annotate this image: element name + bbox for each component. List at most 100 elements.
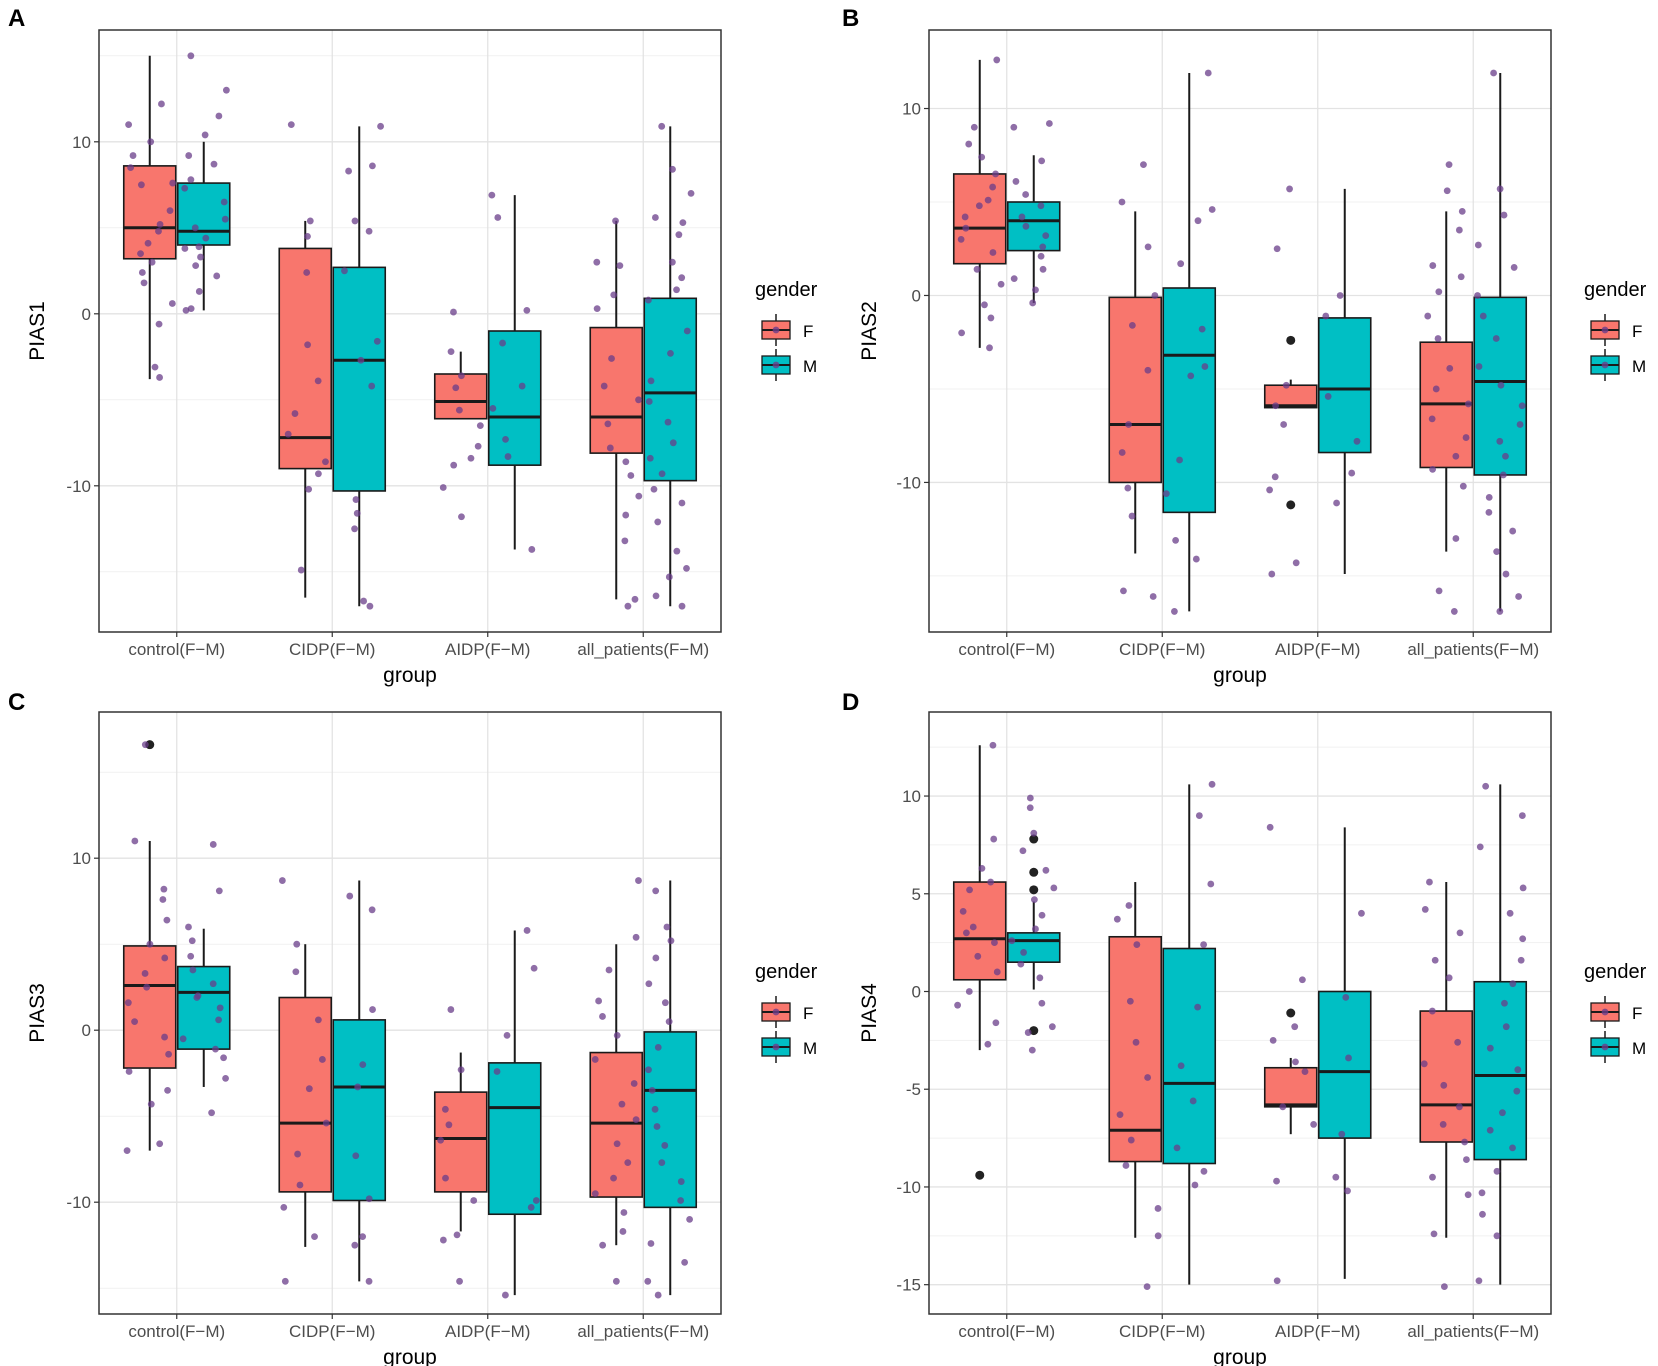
x-tick-label: AIDP(F−M)	[445, 640, 530, 659]
jitter-point	[445, 1121, 453, 1129]
jitter-point	[683, 564, 690, 572]
jitter-point	[687, 190, 695, 197]
outlier-point	[1029, 834, 1039, 844]
jitter-point	[215, 112, 223, 120]
jitter-point	[993, 968, 1001, 976]
y-tick-label: 0	[82, 305, 91, 324]
jitter-point	[304, 233, 311, 240]
jitter-point	[1133, 941, 1141, 948]
jitter-point	[1118, 198, 1126, 206]
jitter-point	[1519, 935, 1527, 943]
y-tick-label: 10	[902, 100, 921, 119]
jitter-point	[1455, 226, 1463, 234]
jitter-point	[962, 929, 970, 937]
jitter-point	[622, 511, 630, 519]
jitter-point	[125, 121, 133, 128]
jitter-point	[1515, 593, 1523, 600]
jitter-point	[159, 896, 167, 903]
jitter-point	[439, 484, 447, 491]
jitter-point	[1177, 260, 1185, 268]
jitter-point	[169, 179, 177, 187]
jitter-point	[311, 1233, 318, 1240]
box-body	[278, 996, 333, 1193]
jitter-point	[1124, 484, 1132, 492]
jitter-point	[131, 1018, 138, 1025]
jitter-point	[292, 968, 300, 976]
jitter-point	[1291, 1023, 1299, 1031]
jitter-point	[1440, 1081, 1448, 1089]
legend-label-m: M	[1632, 357, 1646, 376]
jitter-point	[1030, 829, 1038, 837]
jitter-point	[179, 1035, 187, 1043]
jitter-point	[645, 398, 653, 405]
jitter-point	[1509, 527, 1517, 535]
jitter-point	[359, 1061, 367, 1068]
box-body	[433, 373, 488, 420]
jitter-point	[1048, 1023, 1056, 1031]
box-body	[1162, 947, 1217, 1165]
jitter-point	[1144, 243, 1152, 251]
jitter-point	[1342, 993, 1350, 1001]
jitter-point	[604, 420, 612, 428]
box-m-0	[1006, 155, 1061, 303]
jitter-point	[651, 1105, 659, 1113]
x-tick-label: all_patients(F−M)	[577, 640, 709, 659]
jitter-point	[986, 344, 993, 352]
jitter-point	[965, 988, 973, 995]
jitter-point	[1500, 211, 1508, 219]
jitter-point	[1486, 1044, 1494, 1052]
jitter-point	[1266, 823, 1274, 831]
jitter-point	[1358, 909, 1365, 917]
jitter-point	[1338, 1130, 1346, 1138]
jitter-point	[1038, 157, 1046, 165]
jitter-point	[144, 239, 152, 247]
legend: gender FM	[755, 279, 818, 381]
box-f-1	[278, 944, 333, 1247]
jitter-point	[663, 923, 671, 931]
jitter-point	[645, 1066, 652, 1074]
jitter-point	[1456, 929, 1464, 937]
jitter-point	[1426, 878, 1433, 886]
panel-d: D -15 -10 -5 0 5 10 control(F−M) CIDP(F−M) AIDP(F…	[842, 689, 1647, 1366]
jitter-point	[1420, 1060, 1428, 1068]
jitter-point	[458, 513, 465, 521]
jitter-point	[532, 1197, 540, 1204]
jitter-point	[161, 1033, 168, 1041]
jitter-point	[185, 152, 193, 159]
jitter-point	[1017, 960, 1025, 968]
box-body	[1006, 201, 1061, 252]
jitter-point	[155, 320, 163, 328]
jitter-point	[296, 1181, 304, 1189]
box-f-3	[589, 220, 644, 600]
jitter-point	[957, 235, 965, 243]
box-body	[487, 330, 542, 466]
jitter-point	[1207, 880, 1215, 888]
jitter-point	[1497, 381, 1505, 389]
box-f-2	[1263, 1008, 1318, 1135]
y-tick-label: -10	[896, 1178, 921, 1197]
jitter-point	[1042, 232, 1050, 240]
y-tick-label: 0	[82, 1021, 91, 1040]
jitter-point	[1200, 1167, 1208, 1175]
jitter-point	[1273, 245, 1281, 253]
jitter-point	[1116, 1111, 1124, 1119]
jitter-point	[1269, 1036, 1277, 1044]
jitter-point	[661, 999, 669, 1007]
x-tick-label: CIDP(F−M)	[289, 640, 375, 659]
box-m-3	[643, 880, 698, 1296]
legend-title: gender	[1584, 961, 1647, 983]
jitter-point	[1459, 482, 1467, 490]
jitter-point	[1012, 178, 1020, 185]
jitter-point	[457, 1066, 465, 1074]
jitter-point	[962, 224, 970, 232]
jitter-point	[146, 940, 154, 948]
jitter-point	[610, 291, 618, 299]
jitter-point	[1026, 794, 1034, 802]
jitter-point	[493, 1068, 501, 1075]
jitter-point	[151, 363, 159, 371]
box-m-0	[176, 141, 231, 311]
legend-key-f	[761, 314, 791, 346]
jitter-point	[354, 1083, 362, 1091]
jitter-point	[1200, 941, 1208, 948]
box-body	[332, 1019, 387, 1202]
